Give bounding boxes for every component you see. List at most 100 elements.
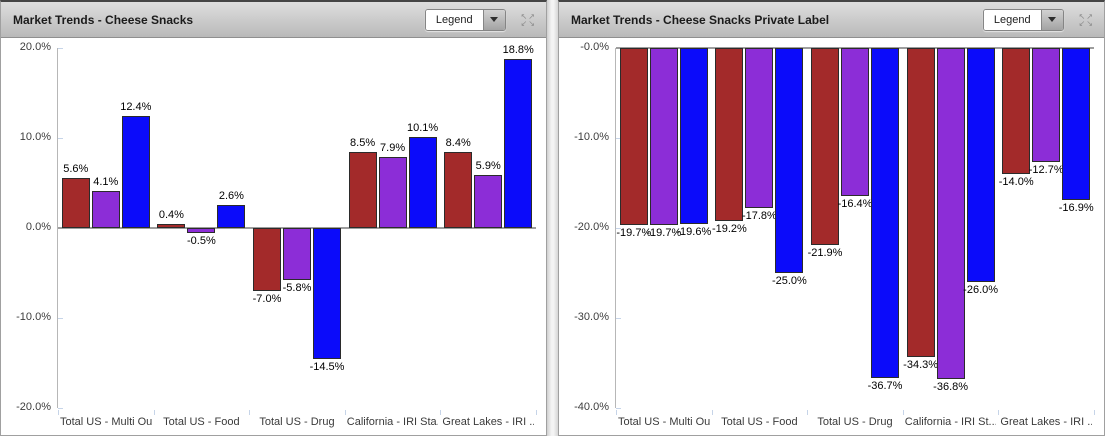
bar[interactable]	[966, 48, 995, 282]
legend-dropdown[interactable]: Legend	[424, 8, 506, 31]
x-axis-tick-mark	[902, 410, 904, 415]
legend-dropdown[interactable]: Legend	[982, 8, 1064, 31]
bar[interactable]	[378, 156, 407, 228]
category-label: Total US - Food	[721, 416, 798, 428]
y-axis-line	[57, 48, 58, 408]
bar-value-label: -26.0%	[963, 284, 999, 296]
panel-header: Market Trends - Cheese Snacks Private La…	[559, 2, 1104, 38]
bar-value-label: 18.8%	[502, 43, 534, 56]
bar-value-label: 10.1%	[406, 122, 439, 135]
bar[interactable]	[1032, 48, 1061, 163]
bar[interactable]	[841, 48, 869, 196]
x-axis-tick-mark	[344, 410, 346, 415]
bar[interactable]	[811, 48, 839, 246]
bar-value-label: -19.7%	[616, 227, 652, 240]
bar-value-label: -19.7%	[646, 227, 682, 240]
bar[interactable]	[679, 48, 708, 225]
bar-value-label: 8.4%	[445, 137, 471, 150]
x-axis-tick-mark	[807, 410, 809, 415]
category-label: Total US - Drug	[259, 416, 335, 428]
bar-value-label: -36.8%	[933, 381, 969, 394]
bar[interactable]	[61, 177, 90, 228]
bar[interactable]	[1062, 48, 1091, 201]
expand-arrows-icon[interactable]: ↖↗ ↙↘	[520, 11, 536, 28]
x-axis-tick-mark	[153, 410, 155, 415]
bar-value-label: -19.6%	[676, 226, 712, 239]
legend-dropdown-button[interactable]	[482, 9, 505, 30]
bar-value-label: 8.5%	[350, 136, 376, 149]
x-axis-tick-mark	[58, 410, 59, 415]
bar[interactable]	[313, 228, 341, 359]
bar-value-label: -21.9%	[807, 247, 843, 260]
expand-arrows-icon[interactable]: ↖↗ ↙↘	[1078, 11, 1094, 28]
bar[interactable]	[217, 204, 246, 228]
bar[interactable]	[649, 48, 678, 226]
y-axis-tick-mark	[616, 228, 621, 229]
bar[interactable]	[775, 48, 804, 273]
category-label: California - IRI Sta...	[346, 416, 439, 428]
panel-cheese-snacks: Market Trends - Cheese Snacks Legend ↖↗ ↙…	[0, 0, 547, 436]
category-label: Total US - Food	[163, 416, 240, 428]
y-axis-tick-label: -30.0%	[574, 311, 609, 323]
bar[interactable]	[157, 224, 186, 228]
bar-chart-cheese-snacks: 20.0% 10.0% 0.0% -10.0% -20.0% Total US - Mul…	[1, 38, 546, 435]
category-label: California - IRI St...	[904, 416, 997, 428]
bar[interactable]	[444, 152, 473, 228]
bar-chart-cheese-snacks-private-label: -0.0% -10.0% -20.0% -30.0% -40.0% Total US - …	[559, 38, 1104, 435]
y-axis-tick-label: -0.0%	[580, 41, 609, 53]
bar[interactable]	[187, 228, 216, 233]
bar-value-label: -19.2%	[711, 222, 747, 235]
bar[interactable]	[474, 174, 503, 228]
y-axis-tick-label: -10.0%	[574, 131, 609, 143]
bar-value-label: -5.8%	[282, 282, 312, 295]
bar-value-label: -36.7%	[867, 380, 903, 393]
chevron-down-icon	[490, 17, 499, 22]
y-axis-tick-label: 10.0%	[19, 131, 51, 143]
category-label: Total US - Multi Ou...	[60, 416, 152, 428]
y-axis-tick-mark	[58, 318, 63, 319]
bar-value-label: -16.4%	[837, 197, 873, 210]
bar-value-label: -25.0%	[771, 275, 807, 287]
bar[interactable]	[91, 191, 120, 228]
y-axis-tick-mark	[58, 408, 63, 409]
category-label: Total US - Multi Ou...	[618, 416, 710, 428]
bar-value-label: -14.0%	[998, 176, 1034, 188]
bar[interactable]	[253, 228, 281, 291]
legend-dropdown-button[interactable]	[1040, 9, 1063, 30]
bar[interactable]	[715, 48, 744, 221]
y-axis-tick-mark	[58, 138, 63, 139]
bar[interactable]	[504, 58, 533, 228]
bar[interactable]	[408, 137, 437, 228]
bar-value-label: -17.8%	[741, 210, 777, 223]
x-axis-tick-mark	[249, 410, 251, 415]
y-axis-tick-label: -20.0%	[16, 401, 51, 413]
x-axis-tick-mark	[711, 410, 713, 415]
bar[interactable]	[936, 48, 965, 380]
bar-value-label: 0.4%	[158, 209, 184, 222]
bar[interactable]	[1002, 48, 1031, 174]
x-axis-tick-mark	[998, 410, 1000, 415]
bar-value-label: -12.7%	[1028, 164, 1064, 177]
bar[interactable]	[348, 151, 377, 228]
panel-cheese-snacks-private-label: Market Trends - Cheese Snacks Private La…	[558, 0, 1105, 436]
y-axis-line	[615, 48, 616, 408]
bar[interactable]	[871, 48, 899, 379]
category-label: Great Lakes - IRI ...	[442, 416, 534, 428]
y-axis-tick-label: -10.0%	[16, 311, 51, 323]
bar-value-label: 5.9%	[475, 159, 501, 172]
category-label: Great Lakes - IRI ...	[1000, 416, 1092, 428]
bar[interactable]	[906, 48, 935, 357]
bar[interactable]	[619, 48, 648, 226]
bar-value-label: 5.6%	[63, 162, 89, 175]
panel-divider	[547, 0, 558, 436]
bar-value-label: -34.3%	[903, 358, 939, 371]
bar[interactable]	[283, 228, 311, 281]
y-axis-tick-mark	[616, 138, 621, 139]
panel-title: Market Trends - Cheese Snacks Private La…	[571, 12, 830, 27]
bar-value-label: -14.5%	[309, 360, 345, 373]
bar-value-label: -0.5%	[187, 234, 216, 247]
bar[interactable]	[121, 116, 150, 228]
bar[interactable]	[745, 48, 774, 209]
bar-value-label: -16.9%	[1058, 202, 1094, 215]
